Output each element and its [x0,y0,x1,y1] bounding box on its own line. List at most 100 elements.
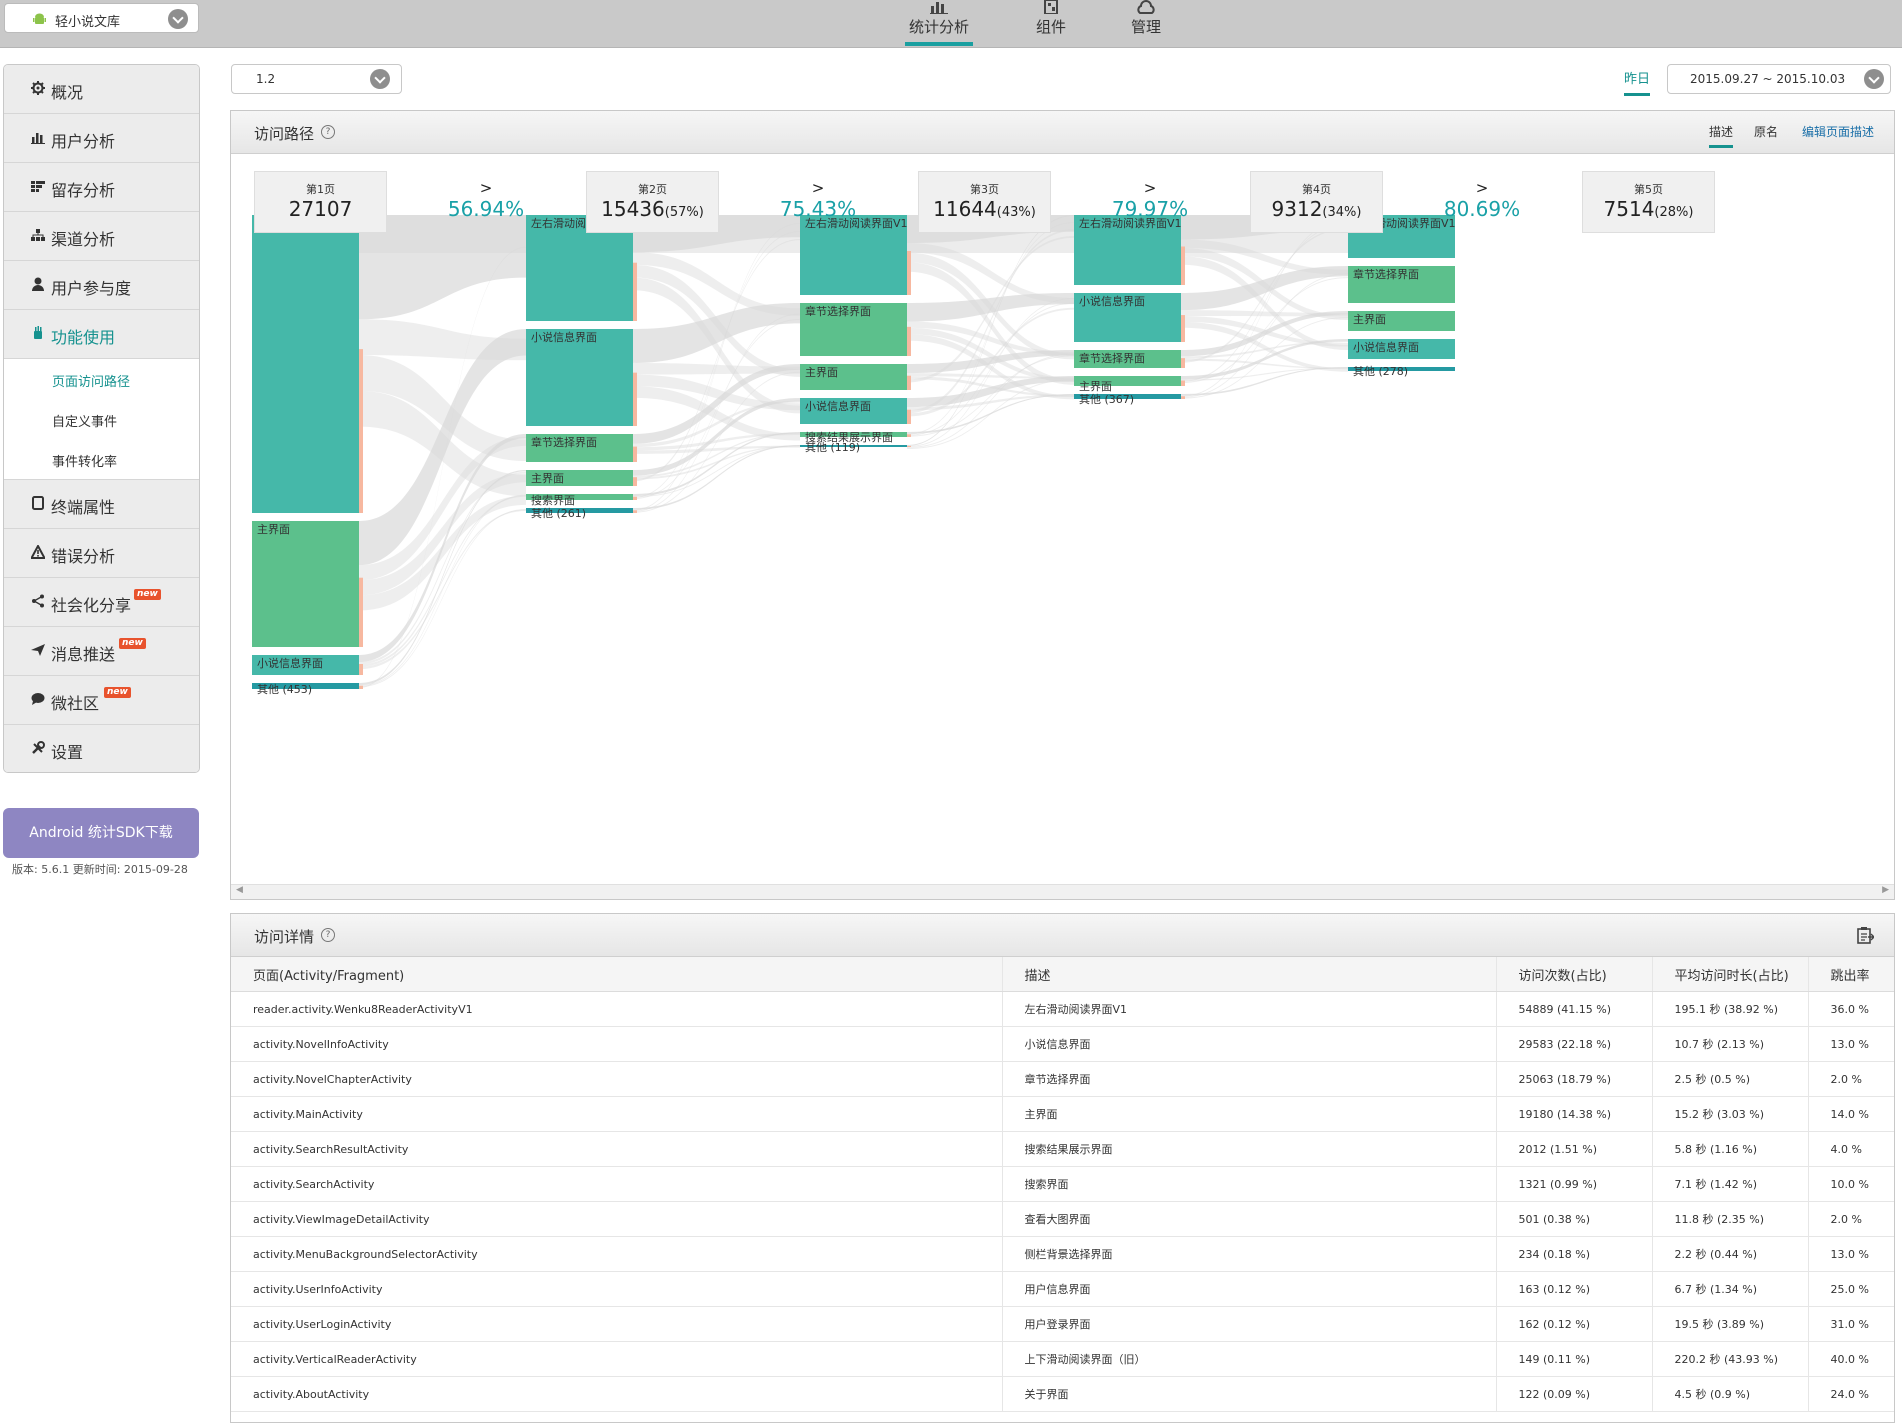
flow-link [1181,339,1348,380]
flow-link [359,470,526,686]
table-row: activity.UserLoginActivity 用户登录界面 162 (0.1… [231,1306,1894,1342]
tab-raw-name[interactable]: 原名 [1754,125,1779,139]
table-cell: 195.1 秒 (38.92 %) [1652,991,1809,1027]
sidebar-item-user-analysis[interactable]: 用户分析 [4,114,199,163]
help-icon[interactable]: ? [321,125,335,139]
column-header[interactable]: 访问次数(占比) [1496,957,1653,992]
chevron-down-icon[interactable] [370,69,390,89]
step-value: 15436(57%) [587,197,718,221]
dropoff-marker [1181,246,1185,285]
chat-icon [31,693,45,705]
sankey-node-label: 左右滑动阅读界面V1 [805,216,908,230]
scroll-right-icon[interactable]: ▶ [1882,885,1889,895]
date-range-select[interactable]: 2015.09.27 ~ 2015.10.03 [1667,64,1891,94]
export-icon[interactable] [1856,926,1874,944]
sidebar-item-label: 功能使用 [51,328,116,347]
dropoff-marker [633,446,637,462]
step-value: 7514(28%) [1583,197,1714,221]
table-row: activity.MenuBackgroundSelectorActivity 侧… [231,1236,1894,1272]
table-cell: 220.2 秒 (43.93 %) [1652,1341,1809,1377]
sidebar-item-label: 用户参与度 [51,279,132,298]
flow-link [907,243,1074,304]
sidebar-subitem-custom-events[interactable]: 自定义事件 [4,399,199,439]
table-cell: 1321 (0.99 %) [1496,1166,1653,1202]
nav-tab-statistics[interactable]: 统计分析 [905,0,973,46]
sankey-node-label: 左右滑动阅读界面V1 [1079,216,1182,230]
flow-link [907,327,1074,382]
dropoff-marker [633,510,637,513]
sankey-node-label: 搜索界面 [531,493,575,507]
flow-link [907,307,1074,417]
column-header[interactable]: 描述 [1002,957,1497,992]
hand-icon [34,326,42,339]
flow-link [633,445,800,498]
bar-chart-icon [31,133,45,144]
edit-page-description-link[interactable]: 编辑页面描述 [1802,125,1875,139]
chevron-down-icon[interactable] [1864,69,1884,89]
table-cell: 2.0 % [1808,1061,1894,1097]
sdk-download-button[interactable]: Android 统计SDK下载 [3,808,199,858]
sidebar-subitem-event-conversion[interactable]: 事件转化率 [4,439,199,480]
table-row: activity.NovelChapterActivity 章节选择界面 25063… [231,1061,1894,1097]
yesterday-link[interactable]: 昨日 [1624,68,1651,96]
table-cell: 10.0 % [1808,1166,1894,1202]
table-cell: 24.0 % [1808,1376,1894,1412]
scroll-left-icon[interactable]: ◀ [236,885,243,895]
sidebar-subitem-page-path[interactable]: 页面访问路径 [4,359,199,399]
sidebar-item-community[interactable]: 微社区 new [4,676,199,725]
table-cell: 搜索界面 [1002,1166,1497,1202]
sidebar-item-social-share[interactable]: 社会化分享 new [4,578,199,627]
dropoff-marker [359,349,363,513]
sidebar-item-device[interactable]: 终端属性 [4,480,199,529]
column-header[interactable]: 页面(Activity/Fragment) [231,957,1003,992]
chevron-down-icon[interactable] [168,9,188,29]
table-cell: 19.5 秒 (3.89 %) [1652,1306,1809,1342]
sankey-node-label: 其他 (261) [531,507,586,520]
dropoff-marker [907,409,911,424]
flow-link [633,231,800,499]
flow-link [633,318,800,500]
sidebar-item-errors[interactable]: 错误分析 [4,529,199,578]
flow-link [359,436,526,581]
flow-link [359,495,526,611]
column-header[interactable]: 平均访问时长(占比) [1652,957,1809,992]
sdk-version-text: 版本: 5.6.1 更新时间: 2015-09-28 [12,863,188,876]
column-header[interactable]: 跳出率 [1808,957,1894,992]
flow-link [633,432,800,497]
flow-link [907,334,1074,400]
table-row: activity.SearchResultActivity 搜索结果展示界面 201… [231,1131,1894,1167]
sankey-node-label: 主界面 [531,472,564,485]
horizontal-scrollbar[interactable]: ◀ ▶ [231,884,1894,899]
sidebar-item-feature-usage[interactable]: 功能使用 [4,310,199,359]
dropoff-marker [907,445,911,447]
sidebar-item-settings[interactable]: 设置 [4,725,199,772]
sidebar-item-push[interactable]: 消息推送 new [4,627,199,676]
app-selector[interactable]: 轻小说文库 [4,3,199,33]
nav-tab-manage[interactable]: 管理 [1125,0,1167,46]
sankey-node [800,432,907,437]
step-label: 第1页 [306,183,335,196]
step-percent: (57%) [664,205,704,220]
sidebar-item-retention[interactable]: 留存分析 [4,163,199,212]
flow-link [907,394,1074,434]
sankey-node [800,445,907,447]
tab-describe[interactable]: 描述 [1709,123,1734,148]
sidebar-item-engagement[interactable]: 用户参与度 [4,261,199,310]
sidebar-item-overview[interactable]: 概况 [4,65,199,114]
flow-link [1181,317,1348,399]
flow-link [907,236,1074,383]
table-cell: activity.UserLoginActivity [231,1306,1003,1342]
sidebar-item-label: 概况 [51,83,84,102]
flow-link [633,398,800,476]
sankey-node-label: 主界面 [1353,313,1386,326]
step-rate: > 79.97% [1095,179,1205,221]
nav-tab-components[interactable]: 组件 [1030,0,1072,46]
version-select[interactable]: 1.2 [231,64,402,94]
sidebar-item-label: 用户分析 [51,132,116,151]
sidebar-item-channel[interactable]: 渠道分析 [4,212,199,261]
sankey-node [800,215,907,295]
help-icon[interactable]: ? [321,928,335,942]
flow-link [633,374,800,411]
sidebar-item-label: 渠道分析 [51,230,116,249]
flow-link [1181,367,1348,396]
